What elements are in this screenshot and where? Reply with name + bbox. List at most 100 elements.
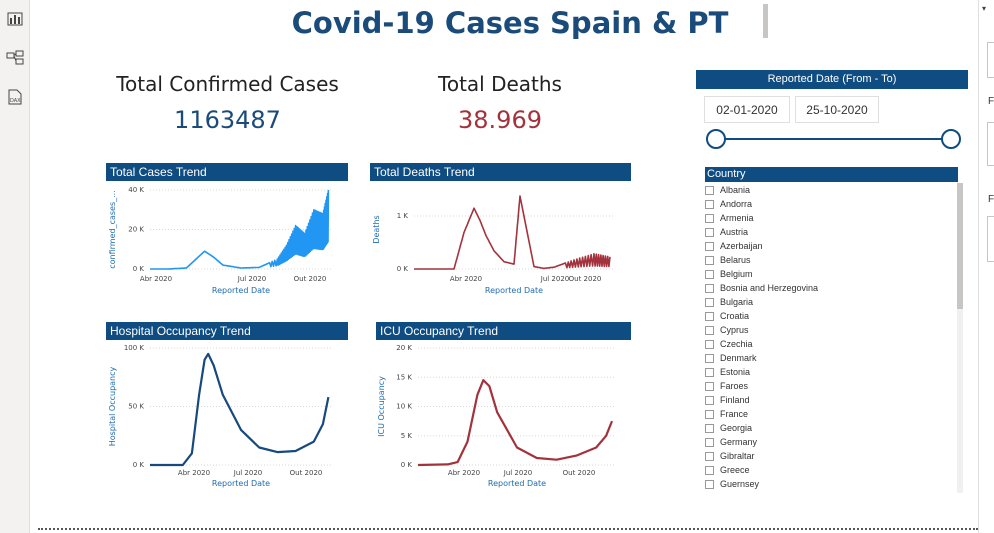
country-checkbox[interactable] — [705, 297, 714, 307]
y-tick-label: 20 K — [128, 226, 144, 234]
country-checkbox[interactable] — [705, 479, 714, 489]
country-checkbox[interactable] — [705, 395, 714, 405]
country-item[interactable]: Austria — [705, 225, 955, 239]
x-tick-label: Jul 2020 — [237, 275, 267, 283]
country-checkbox[interactable] — [705, 283, 714, 293]
date-range-start-handle[interactable] — [706, 129, 726, 149]
confirmed-cases-label: Total Confirmed Cases — [116, 72, 339, 96]
country-item[interactable]: Estonia — [705, 365, 955, 379]
filter-card-3[interactable] — [987, 216, 994, 262]
country-item[interactable]: Georgia — [705, 421, 955, 435]
country-item[interactable]: Belarus — [705, 253, 955, 267]
date-to-input[interactable]: 25-10-2020 — [795, 96, 879, 123]
filter-label-2: F — [988, 194, 994, 205]
dax-label: DAX — [10, 98, 21, 104]
dax-query-icon[interactable]: DAX — [6, 88, 24, 106]
x-tick-label: Abr 2020 — [450, 275, 482, 283]
date-from-input[interactable]: 02-01-2020 — [704, 96, 790, 123]
filter-label-1: F — [988, 96, 994, 107]
title-scroll-marker — [763, 4, 768, 38]
country-item[interactable]: Bulgaria — [705, 295, 955, 309]
country-label: Denmark — [720, 353, 757, 363]
country-scrollbar-thumb[interactable] — [957, 183, 963, 309]
country-label: Andorra — [720, 199, 753, 209]
country-label: Gibraltar — [720, 451, 755, 461]
date-range-end-handle[interactable] — [941, 129, 961, 149]
country-checkbox[interactable] — [705, 269, 714, 279]
country-label: Greece — [720, 465, 750, 475]
country-item[interactable]: Greece — [705, 463, 955, 477]
cases-trend-chart[interactable]: 0 K 20 K 40 K Abr 2020 Jul 2020 Out 2020 Repor… — [106, 182, 348, 300]
date-slicer-header: Reported Date (From - To) — [696, 70, 968, 89]
country-label: Bosnia and Herzegovina — [720, 283, 819, 293]
deaths-trend-header: Total Deaths Trend — [370, 163, 631, 181]
report-view-icon[interactable] — [6, 10, 24, 28]
country-checkbox[interactable] — [705, 451, 714, 461]
country-item[interactable]: Cyprus — [705, 323, 955, 337]
country-checkbox[interactable] — [705, 353, 714, 363]
country-checkbox[interactable] — [705, 381, 714, 391]
country-label: Belarus — [720, 255, 751, 265]
country-checkbox[interactable] — [705, 311, 714, 321]
country-item[interactable]: Croatia — [705, 309, 955, 323]
country-checkbox[interactable] — [705, 367, 714, 377]
country-checkbox[interactable] — [705, 213, 714, 223]
country-item[interactable]: France — [705, 407, 955, 421]
country-checkbox[interactable] — [705, 241, 714, 251]
country-label: Austria — [720, 227, 749, 237]
country-checkbox[interactable] — [705, 185, 714, 195]
icu-trend-header: ICU Occupancy Trend — [376, 322, 631, 340]
country-label: Armenia — [720, 213, 754, 223]
country-item[interactable]: Belgium — [705, 267, 955, 281]
country-item[interactable]: Bosnia and Herzegovina — [705, 281, 955, 295]
y-axis-title: Deaths — [372, 215, 381, 243]
y-tick-label: 0 K — [133, 461, 145, 469]
filter-card-2[interactable] — [987, 122, 994, 166]
country-checkbox[interactable] — [705, 255, 714, 265]
country-item[interactable]: Germany — [705, 435, 955, 449]
country-label: Croatia — [720, 311, 750, 321]
country-checkbox[interactable] — [705, 199, 714, 209]
country-item[interactable]: Denmark — [705, 351, 955, 365]
country-checkbox[interactable] — [705, 409, 714, 419]
country-label: France — [720, 409, 749, 419]
country-item[interactable]: Guernsey — [705, 477, 955, 491]
country-item[interactable]: Faroes — [705, 379, 955, 393]
country-label: Faroes — [720, 381, 749, 391]
y-tick-label: 0 K — [397, 265, 409, 273]
data-model-icon[interactable] — [6, 50, 24, 68]
country-checkbox[interactable] — [705, 339, 714, 349]
y-axis-title: confirmed_cases_... — [108, 190, 117, 269]
country-label: Georgia — [720, 423, 753, 433]
country-checkbox[interactable] — [705, 227, 714, 237]
y-tick-label: 0 K — [133, 265, 145, 273]
total-deaths-label: Total Deaths — [438, 72, 562, 96]
series-line — [150, 352, 330, 467]
filter-card-1[interactable] — [987, 42, 994, 78]
country-item[interactable]: Azerbaijan — [705, 239, 955, 253]
deaths-trend-chart[interactable]: 0 K 1 K Abr 2020 Jul 2020 Out 2020 Reported D… — [370, 182, 631, 300]
country-label: Guernsey — [720, 479, 760, 489]
x-axis-title: Reported Date — [488, 479, 546, 488]
country-item[interactable]: Andorra — [705, 197, 955, 211]
country-checkbox[interactable] — [705, 465, 714, 475]
country-item[interactable]: Czechia — [705, 337, 955, 351]
y-tick-label: 10 K — [396, 403, 412, 411]
country-checkbox[interactable] — [705, 325, 714, 335]
country-label: Finland — [720, 395, 750, 405]
country-item[interactable]: Gibraltar — [705, 449, 955, 463]
country-item[interactable]: Albania — [705, 183, 955, 197]
country-item[interactable]: Armenia — [705, 211, 955, 225]
hospital-trend-chart[interactable]: 0 K 50 K 100 K Abr 2020 Jul 2020 Out 2020 Repo… — [106, 341, 348, 491]
confirmed-cases-value: 1163487 — [174, 106, 281, 134]
country-scrollbar-track[interactable] — [957, 183, 963, 493]
collapse-chevron-icon[interactable]: ▾ — [982, 4, 987, 13]
icu-trend-chart[interactable]: 0 K 5 K 10 K 15 K 20 K Abr 2020 Jul 2020 Out 20… — [376, 341, 631, 491]
date-range-track[interactable] — [716, 138, 952, 140]
y-axis-title: Hospital Occupancy — [108, 366, 117, 446]
country-checkbox[interactable] — [705, 437, 714, 447]
country-label: Cyprus — [720, 325, 749, 335]
country-item[interactable]: Finland — [705, 393, 955, 407]
country-checkbox[interactable] — [705, 423, 714, 433]
